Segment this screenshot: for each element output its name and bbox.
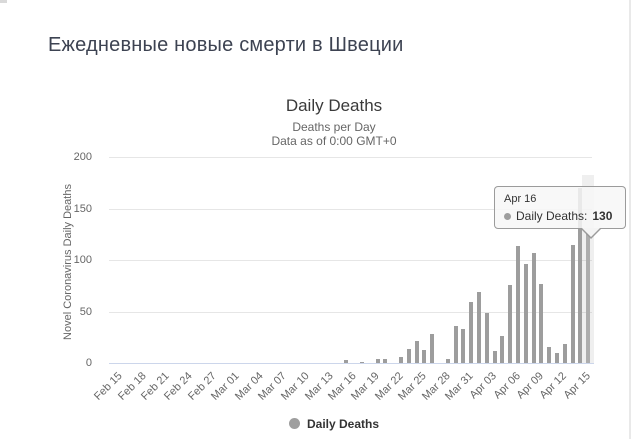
series-dot-icon <box>504 212 511 220</box>
chart-subtitle-line2: Data as of 0:00 GMT+0 <box>271 134 397 148</box>
bar-mar-23[interactable] <box>398 356 403 363</box>
y-axis-tick-label: 50 <box>79 305 92 318</box>
chart-subtitle-line1: Deaths per Day <box>292 120 376 134</box>
gridline <box>108 157 592 158</box>
legend-label: Daily Deaths <box>306 416 380 431</box>
bar-mar-31[interactable] <box>461 329 466 363</box>
daily-deaths-chart: Daily Deaths Deaths per Day Data as of 0… <box>0 80 640 439</box>
screen-edge-artifact <box>0 0 7 3</box>
bar-mar-20[interactable] <box>375 358 380 363</box>
bar-mar-29[interactable] <box>445 358 450 363</box>
tooltip-value: 130 <box>592 209 613 223</box>
bar-mar-16[interactable] <box>344 359 349 363</box>
bar-apr-06[interactable] <box>508 284 513 363</box>
y-axis-tick-label: 150 <box>73 202 92 215</box>
bar-apr-08[interactable] <box>523 264 528 363</box>
y-axis-tick-label: 100 <box>73 254 92 266</box>
bar-apr-07[interactable] <box>515 245 520 363</box>
bar-apr-14[interactable] <box>570 244 575 363</box>
bar-apr-02[interactable] <box>476 291 481 363</box>
y-axis-tick-label: 200 <box>73 151 92 163</box>
bar-mar-30[interactable] <box>453 325 458 363</box>
legend-marker-icon <box>288 418 300 429</box>
gridline <box>108 208 592 210</box>
gridline <box>108 311 592 313</box>
bar-apr-15[interactable] <box>578 187 583 363</box>
bar-apr-01[interactable] <box>469 302 474 363</box>
bar-apr-13[interactable] <box>562 344 567 363</box>
bar-apr-16[interactable] <box>586 229 591 363</box>
bar-mar-27[interactable] <box>430 334 435 363</box>
y-axis-tick-label: 0 <box>85 357 92 369</box>
bar-mar-18[interactable] <box>359 361 364 363</box>
tooltip: Apr 16 Daily Deaths: 130 <box>494 186 626 239</box>
tooltip-series-label: Daily Deaths: <box>516 209 588 223</box>
bar-apr-12[interactable] <box>554 352 559 363</box>
tooltip-date: Apr 16 <box>504 193 537 205</box>
tooltip-series-row: Daily Deaths: 130 <box>504 209 616 223</box>
bar-apr-03[interactable] <box>484 312 489 363</box>
bar-apr-04[interactable] <box>492 350 497 363</box>
bar-apr-05[interactable] <box>500 336 505 363</box>
bar-apr-10[interactable] <box>539 283 544 363</box>
bar-mar-26[interactable] <box>422 349 427 363</box>
window-right-edge <box>629 0 631 439</box>
x-axis-line <box>108 363 594 364</box>
bar-mar-25[interactable] <box>414 341 419 363</box>
legend: Daily Deaths <box>0 416 640 434</box>
legend-item-daily-deaths[interactable]: Daily Deaths <box>288 416 380 431</box>
bar-apr-09[interactable] <box>531 252 536 363</box>
bar-apr-11[interactable] <box>547 346 552 363</box>
chart-title: Daily Deaths <box>285 96 383 115</box>
page-title: Ежедневные новые смерти в Швеции <box>48 34 404 56</box>
bar-mar-24[interactable] <box>406 348 411 363</box>
bar-mar-21[interactable] <box>383 358 388 363</box>
gridline <box>108 260 592 261</box>
